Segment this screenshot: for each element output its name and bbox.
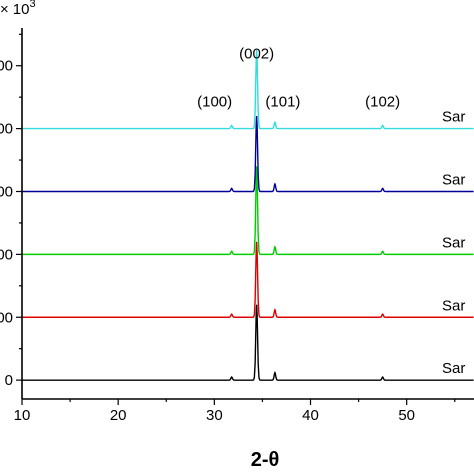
multiplier-prefix: × xyxy=(0,1,9,18)
y-tick-label: 00 xyxy=(0,183,13,200)
series-label-2: Sar xyxy=(442,297,465,314)
series-line-4 xyxy=(22,115,474,193)
peak-label: (002) xyxy=(239,46,274,63)
series-label-3: Sar xyxy=(442,234,465,251)
y-tick-label: 00 xyxy=(0,58,13,75)
peak-label: (100) xyxy=(197,94,232,111)
y-tick-label: 00 xyxy=(0,121,13,138)
y-multiplier-label: × 103 xyxy=(0,0,36,18)
x-tick-label: 30 xyxy=(206,407,223,424)
peak-label: (102) xyxy=(365,94,400,111)
multiplier-exp: 3 xyxy=(29,0,35,10)
plot-series xyxy=(22,49,474,381)
series-label-1: Sar xyxy=(442,360,465,377)
series-line-3 xyxy=(22,166,474,256)
x-tick-label: 50 xyxy=(398,407,415,424)
x-axis-title: 2-θ xyxy=(251,449,280,471)
series-label-4: Sar xyxy=(442,171,465,188)
y-tick-label: 00 xyxy=(0,309,13,326)
x-tick-label: 20 xyxy=(110,407,127,424)
series-label-5: Sar xyxy=(442,109,465,126)
peak-label: (101) xyxy=(265,94,300,111)
series-line-5 xyxy=(22,49,474,130)
y-tick-label: 0 xyxy=(5,372,13,389)
multiplier-base: 10 xyxy=(13,1,30,18)
x-tick-label: 10 xyxy=(14,407,31,424)
series-line-1 xyxy=(22,304,474,381)
x-tick-label: 40 xyxy=(302,407,319,424)
series-line-2 xyxy=(22,241,474,318)
y-tick-label: 00 xyxy=(0,246,13,263)
plot-labels: Sar Sar Sar Sar Sar (100) (002) (101) (102) xyxy=(197,46,465,378)
